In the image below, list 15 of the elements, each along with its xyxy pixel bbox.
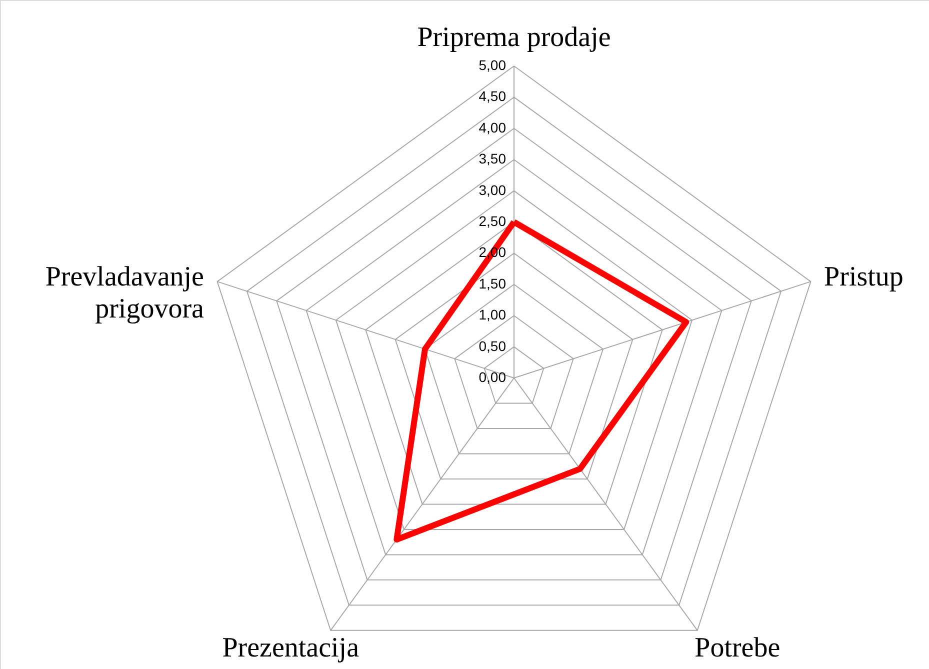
y-tick-label: 1,50	[478, 275, 506, 292]
spoke-label: Pristup	[824, 261, 904, 292]
spoke-label: Priprema prodaje	[417, 22, 611, 53]
y-tick-label: 1,00	[478, 306, 506, 323]
y-tick-label: 4,00	[478, 119, 506, 136]
y-tick-label: 5,00	[478, 57, 506, 73]
spoke-label: Potrebe	[694, 632, 780, 664]
spoke-label: Prezentacija	[222, 632, 360, 664]
y-tick-label: 4,50	[478, 88, 506, 104]
y-tick-label: 2,50	[478, 213, 506, 229]
y-tick-label: 0,50	[478, 338, 506, 354]
y-tick-label: 3,00	[478, 182, 506, 198]
y-tick-label: 0,00	[478, 369, 506, 385]
spoke-label: Prevladavanje prigovora	[45, 261, 205, 324]
y-tick-label: 3,50	[478, 150, 506, 167]
